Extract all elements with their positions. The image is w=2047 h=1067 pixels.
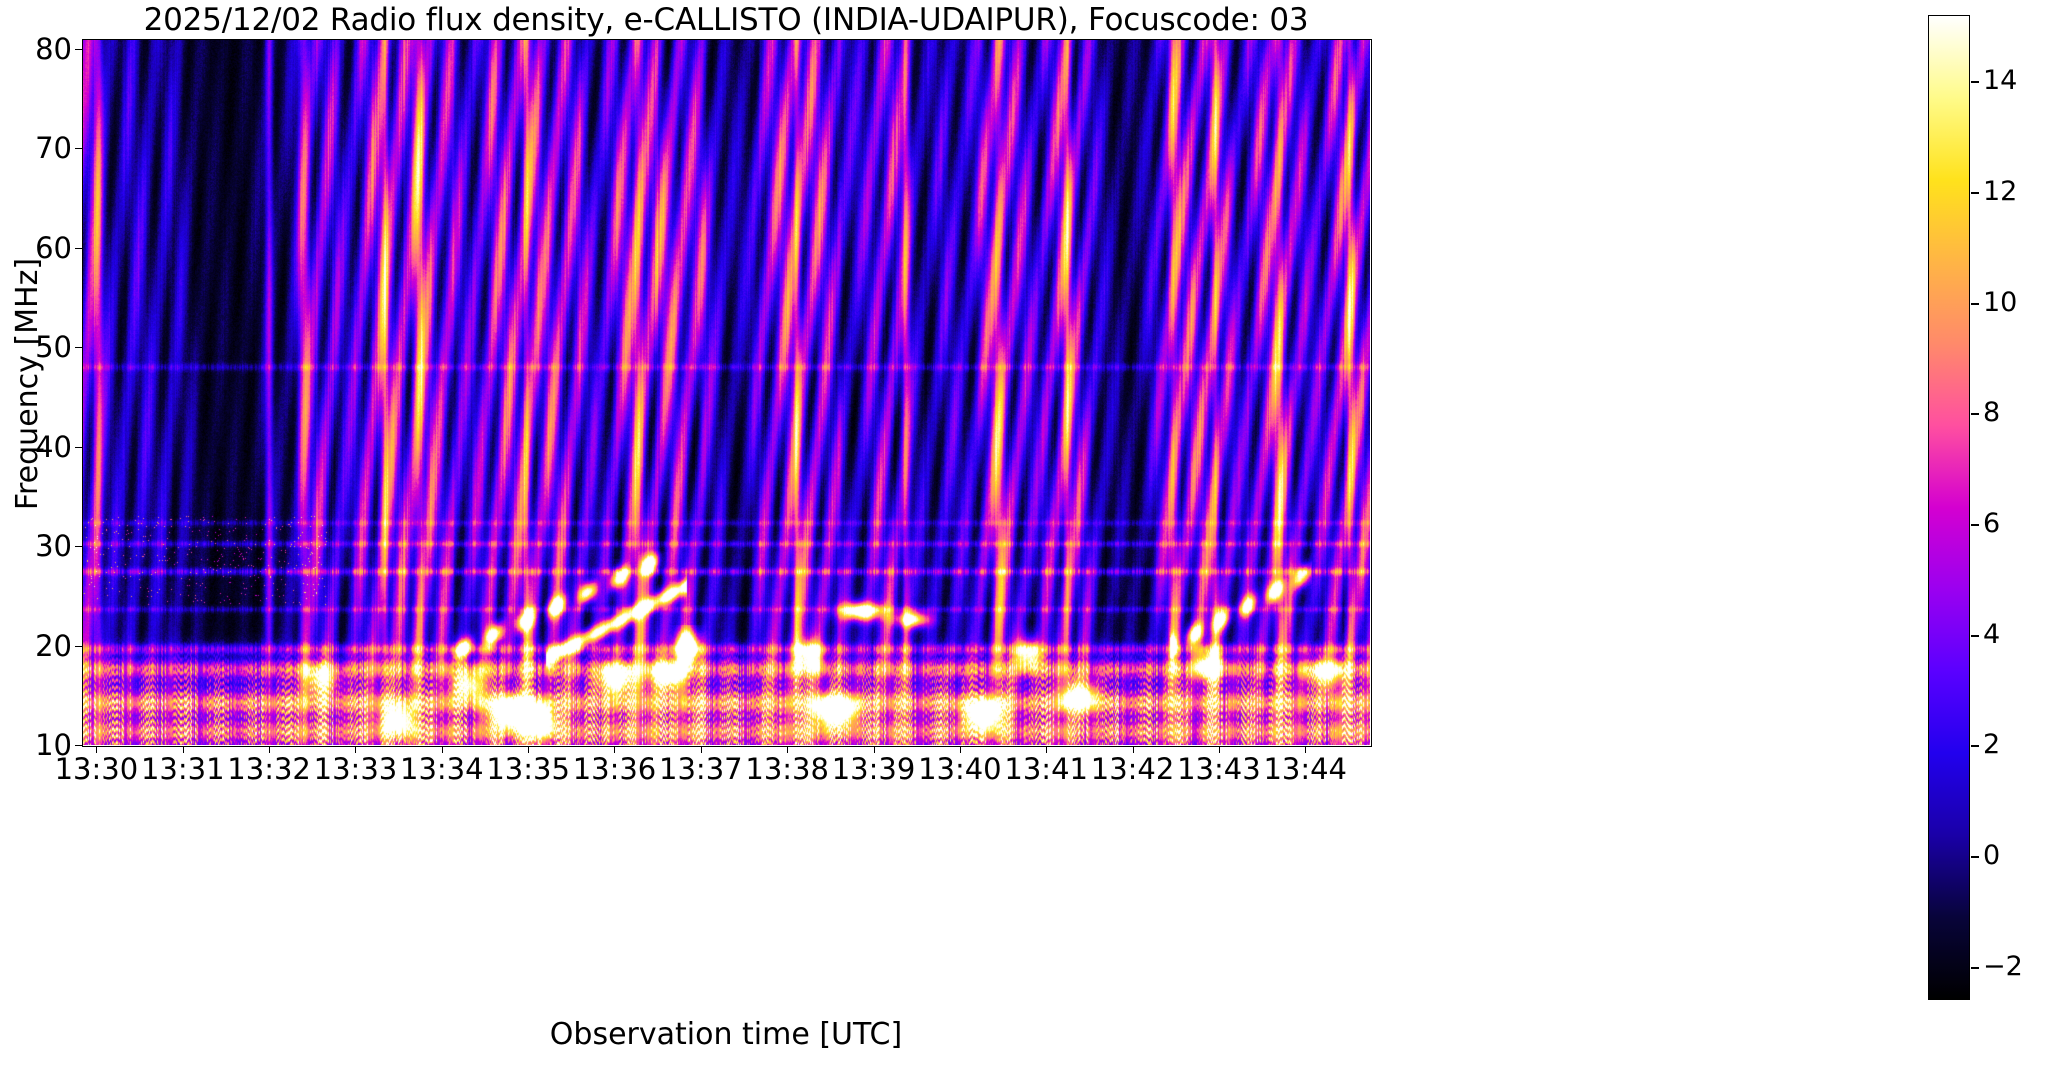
x-tick-label: 13:34 — [400, 752, 484, 786]
y-tick-label: 60 — [35, 230, 72, 265]
x-tick-mark — [1133, 746, 1134, 753]
colorbar-tick-mark — [1971, 967, 1979, 969]
x-tick-mark — [1046, 746, 1047, 753]
x-tick-mark — [96, 746, 97, 753]
colorbar-gradient — [1929, 16, 1969, 999]
y-axis-label: Frequency [MHz] — [10, 257, 45, 511]
colorbar-tick-mark — [1971, 635, 1979, 637]
y-tick-label: 30 — [35, 529, 72, 564]
y-tick-mark — [75, 49, 82, 50]
y-tick-label: 40 — [35, 429, 72, 464]
x-tick-mark — [269, 746, 270, 753]
spectrogram-plot-area — [82, 39, 1370, 745]
colorbar-tick-mark — [1971, 524, 1979, 526]
colorbar — [1928, 15, 1970, 1000]
y-tick-label: 10 — [35, 728, 72, 762]
x-tick-label: 13:38 — [745, 752, 829, 786]
x-tick-label: 13:42 — [1090, 752, 1175, 786]
colorbar-tick-label: 6 — [1983, 508, 2001, 540]
x-tick-mark — [960, 746, 961, 753]
y-tick-label: 50 — [35, 330, 72, 365]
colorbar-tick-mark — [1971, 745, 1979, 747]
figure-title: 2025/12/02 Radio flux density, e-CALLIST… — [143, 2, 1309, 38]
colorbar-tick-label: 12 — [1983, 176, 2018, 208]
y-tick-label: 70 — [35, 131, 72, 166]
y-tick-label: 80 — [35, 31, 72, 66]
y-tick-mark — [75, 447, 82, 448]
x-tick-label: 13:33 — [313, 752, 398, 786]
x-tick-mark — [528, 746, 529, 753]
colorbar-tick-label: 0 — [1983, 840, 2001, 872]
x-tick-label: 13:40 — [918, 752, 1002, 786]
y-tick-mark — [75, 148, 82, 149]
colorbar-tick-label: 4 — [1983, 618, 2001, 650]
y-tick-mark — [75, 248, 82, 249]
colorbar-tick-label: 10 — [1983, 286, 2018, 318]
x-tick-label: 13:43 — [1177, 752, 1261, 786]
colorbar-tick-label: 14 — [1983, 65, 2018, 97]
x-tick-mark — [355, 746, 356, 753]
x-axis-label: Observation time [UTC] — [549, 1017, 903, 1052]
x-tick-label: 13:37 — [659, 752, 743, 786]
x-tick-label: 13:39 — [831, 752, 916, 786]
x-tick-label: 13:31 — [140, 752, 225, 786]
x-tick-mark — [874, 746, 875, 753]
x-tick-mark — [442, 746, 443, 753]
y-tick-mark — [75, 745, 82, 746]
x-tick-mark — [1305, 746, 1306, 753]
y-tick-mark — [75, 646, 82, 647]
y-tick-mark — [75, 546, 82, 547]
x-tick-mark — [701, 746, 702, 753]
x-tick-mark — [787, 746, 788, 753]
x-tick-label: 13:35 — [486, 752, 570, 786]
colorbar-tick-label: 8 — [1983, 397, 2001, 429]
x-tick-mark — [614, 746, 615, 753]
x-tick-label: 13:41 — [1004, 752, 1088, 786]
x-tick-mark — [1219, 746, 1220, 753]
spectrogram-image — [82, 39, 1370, 745]
x-tick-label: 13:44 — [1263, 752, 1348, 786]
colorbar-tick-mark — [1971, 413, 1979, 415]
colorbar-tick-mark — [1971, 856, 1979, 858]
y-tick-mark — [75, 347, 82, 348]
colorbar-tick-mark — [1971, 192, 1979, 194]
y-tick-label: 20 — [35, 628, 72, 663]
colorbar-tick-mark — [1971, 81, 1979, 83]
x-tick-label: 13:32 — [227, 752, 311, 786]
colorbar-tick-label: −2 — [1983, 950, 2023, 982]
x-tick-label: 13:30 — [54, 752, 139, 786]
x-tick-label: 13:36 — [572, 752, 657, 786]
colorbar-tick-mark — [1971, 303, 1979, 305]
colorbar-tick-label: 2 — [1983, 729, 2001, 761]
x-tick-mark — [183, 746, 184, 753]
